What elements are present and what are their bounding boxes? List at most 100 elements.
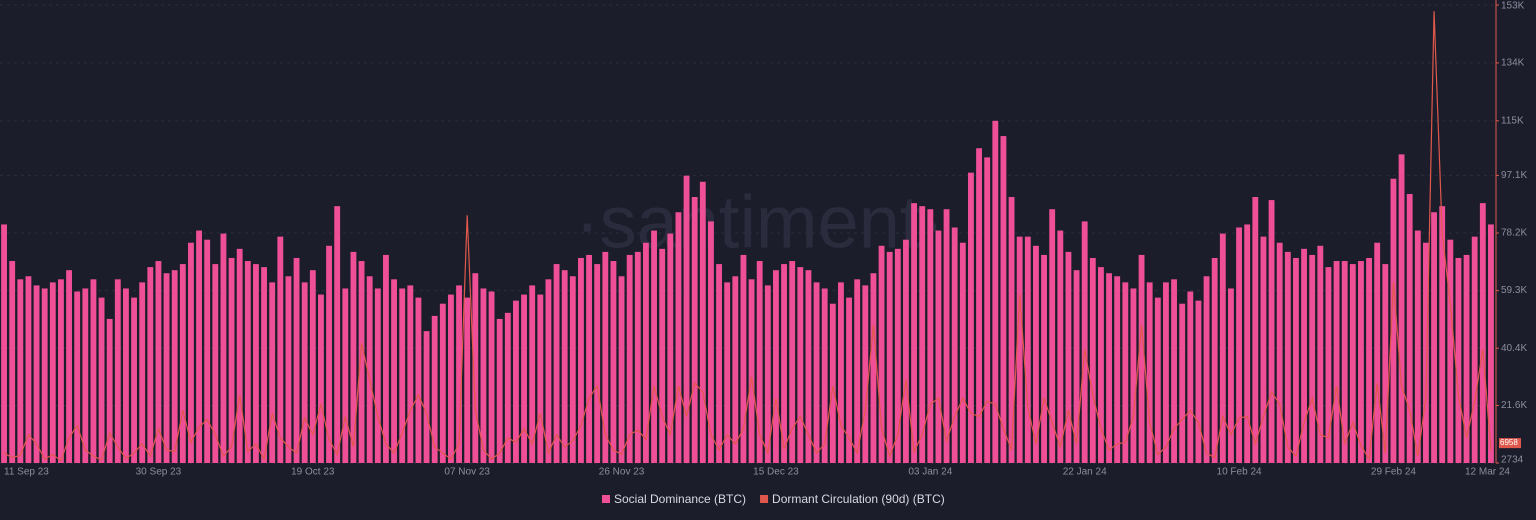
bar (1382, 264, 1389, 463)
bar (415, 297, 422, 463)
bar (1488, 224, 1494, 463)
bar (1276, 242, 1283, 463)
bar (1057, 230, 1064, 463)
bar (1423, 242, 1429, 463)
bar (90, 279, 97, 463)
bar (545, 279, 552, 463)
bar (1195, 300, 1202, 463)
bar (366, 276, 373, 463)
bar (49, 282, 56, 463)
bar (992, 120, 999, 463)
bar (903, 239, 909, 463)
bar (106, 318, 113, 463)
bar (1447, 239, 1454, 463)
bar (269, 282, 276, 463)
bar (123, 288, 129, 463)
bar (1260, 236, 1267, 463)
y-tick-label: 78.2K (1501, 228, 1527, 239)
bar (716, 264, 722, 463)
bar (1325, 267, 1332, 463)
y-tick-label: 153K (1501, 1, 1525, 12)
bar (1374, 242, 1381, 463)
y-tick-label: 21.6K (1501, 400, 1527, 411)
bar (285, 276, 292, 463)
bar (1333, 261, 1340, 463)
bar (41, 288, 48, 463)
bar (1479, 203, 1486, 463)
bar (383, 254, 389, 463)
bar (773, 270, 779, 463)
bar (114, 279, 121, 463)
bar (244, 261, 251, 463)
bar (740, 254, 747, 463)
bar (1154, 297, 1161, 463)
bar (594, 264, 601, 463)
last-value-label: 6958 (1500, 438, 1518, 447)
bar (171, 270, 178, 463)
bar (1073, 270, 1080, 463)
bar (9, 261, 16, 463)
bar (724, 282, 731, 463)
bar (1041, 254, 1047, 463)
bar (212, 264, 219, 463)
watermark: ·santiment· (575, 181, 945, 264)
bar (25, 276, 32, 463)
legend: Social Dominance (BTC) Dormant Circulatio… (602, 492, 945, 506)
bar (1171, 279, 1177, 463)
bar (334, 206, 341, 463)
bar (1138, 254, 1145, 463)
y-tick-label: 59.3K (1501, 285, 1527, 296)
x-tick-label: 11 Sep 23 (4, 467, 49, 478)
y-tick-label: 2734 (1501, 455, 1524, 466)
bar (797, 267, 804, 463)
bar (309, 270, 316, 463)
bar (1130, 288, 1137, 463)
bar (911, 203, 917, 463)
bar (1414, 230, 1421, 463)
bar (1398, 154, 1405, 463)
y-tick-label: 115K (1501, 115, 1524, 126)
bar (919, 206, 926, 463)
bar (488, 291, 495, 463)
bar (1471, 236, 1478, 463)
x-tick-label: 22 Jan 24 (1063, 467, 1107, 478)
bar (1358, 261, 1364, 463)
bar (196, 230, 202, 463)
bar (1341, 261, 1348, 463)
bar (1431, 212, 1437, 463)
bar (1000, 136, 1007, 463)
bar (1211, 257, 1218, 463)
bar (58, 279, 64, 463)
bar (1187, 291, 1194, 463)
bar (407, 285, 414, 463)
x-tick-label: 29 Feb 24 (1371, 467, 1416, 478)
bar (74, 291, 81, 463)
bar (179, 264, 186, 463)
bar (691, 197, 698, 464)
bar (821, 288, 828, 463)
bar (651, 230, 657, 463)
bar (675, 212, 682, 463)
bar (1268, 200, 1275, 463)
bar-series (1, 120, 1494, 464)
legend-swatch (602, 495, 610, 503)
x-tick-label: 10 Feb 24 (1217, 467, 1262, 478)
bar (805, 270, 812, 463)
bar (1455, 257, 1462, 463)
bar (1049, 209, 1056, 463)
bar (277, 236, 284, 463)
bar (301, 282, 308, 463)
bar (439, 303, 446, 463)
bar (789, 261, 796, 463)
bar (1106, 273, 1112, 463)
bar (423, 331, 430, 463)
bar (1203, 276, 1210, 463)
bar (521, 294, 527, 463)
bar (1406, 193, 1413, 463)
bar (358, 261, 365, 463)
bar (829, 303, 836, 463)
bar (586, 254, 592, 463)
bar (984, 157, 991, 463)
bar (496, 318, 503, 463)
bar (894, 248, 901, 463)
